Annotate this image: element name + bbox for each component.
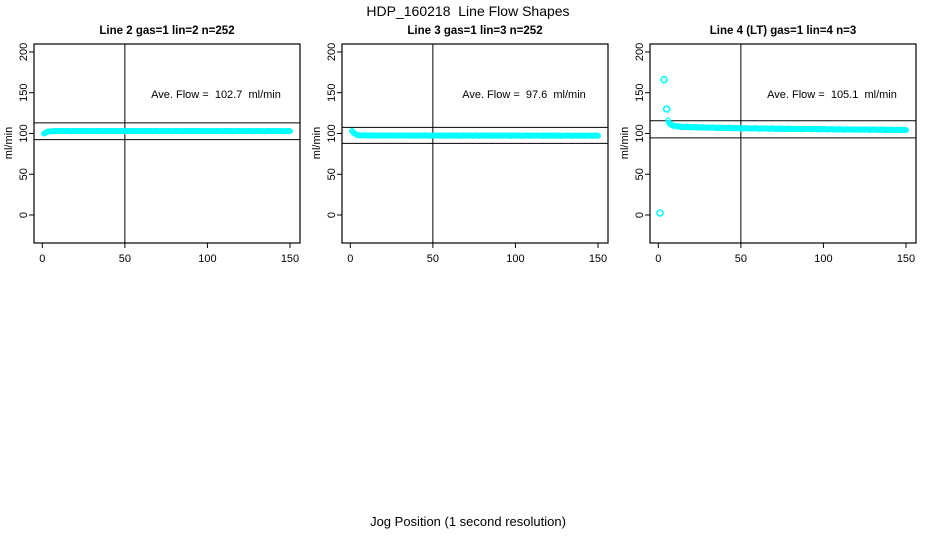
flow-panel-line2: Line 2 gas=1 lin=2 n=252 ml/min Ave. Flo… xyxy=(3,25,301,265)
svg-text:200: 200 xyxy=(634,43,646,61)
plot-area-line3: 0 50 100 150 0 50 100 150 200 xyxy=(326,43,609,265)
svg-text:50: 50 xyxy=(119,253,131,265)
plot-area-line4: 0 50 100 150 0 50 100 150 200 xyxy=(634,43,917,265)
svg-text:150: 150 xyxy=(589,253,607,265)
svg-text:100: 100 xyxy=(198,253,216,265)
svg-text:150: 150 xyxy=(281,253,299,265)
svg-text:50: 50 xyxy=(427,253,439,265)
svg-text:100: 100 xyxy=(634,124,646,142)
svg-text:0: 0 xyxy=(18,212,30,218)
svg-text:50: 50 xyxy=(18,168,30,180)
svg-text:100: 100 xyxy=(18,124,30,142)
x-axis-caption: Jog Position (1 second resolution) xyxy=(370,514,566,529)
panel-title-line2: Line 2 gas=1 lin=2 n=252 xyxy=(99,25,234,37)
svg-text:200: 200 xyxy=(326,43,338,61)
flow-panel-line4: Line 4 (LT) gas=1 lin=4 n=3 ml/min Ave. … xyxy=(619,25,917,265)
y-axis-label: ml/min xyxy=(619,127,631,159)
svg-text:50: 50 xyxy=(326,168,338,180)
svg-text:200: 200 xyxy=(18,43,30,61)
svg-text:100: 100 xyxy=(814,253,832,265)
panel-title-line4: Line 4 (LT) gas=1 lin=4 n=3 xyxy=(710,25,856,37)
y-axis-label: ml/min xyxy=(3,127,15,159)
svg-text:50: 50 xyxy=(735,253,747,265)
svg-text:0: 0 xyxy=(347,253,353,265)
panel-title-line3: Line 3 gas=1 lin=3 n=252 xyxy=(407,25,542,37)
svg-text:100: 100 xyxy=(506,253,524,265)
ave-flow-annotation: Ave. Flow = 97.6 ml/min xyxy=(462,89,586,101)
svg-text:100: 100 xyxy=(326,124,338,142)
svg-text:150: 150 xyxy=(897,253,915,265)
svg-text:0: 0 xyxy=(634,212,646,218)
page-title: HDP_160218 Line Flow Shapes xyxy=(366,3,570,19)
svg-text:50: 50 xyxy=(634,168,646,180)
y-axis-label: ml/min xyxy=(311,127,323,159)
svg-text:0: 0 xyxy=(39,253,45,265)
svg-text:150: 150 xyxy=(326,84,338,102)
flow-panel-line3: Line 3 gas=1 lin=3 n=252 ml/min Ave. Flo… xyxy=(311,25,609,265)
ave-flow-annotation: Ave. Flow = 102.7 ml/min xyxy=(151,89,281,101)
ave-flow-annotation: Ave. Flow = 105.1 ml/min xyxy=(767,89,897,101)
svg-text:150: 150 xyxy=(18,84,30,102)
plot-area-line2: 0 50 100 150 0 50 100 150 200 xyxy=(18,43,301,265)
svg-text:0: 0 xyxy=(326,212,338,218)
svg-text:150: 150 xyxy=(634,84,646,102)
svg-text:0: 0 xyxy=(655,253,661,265)
